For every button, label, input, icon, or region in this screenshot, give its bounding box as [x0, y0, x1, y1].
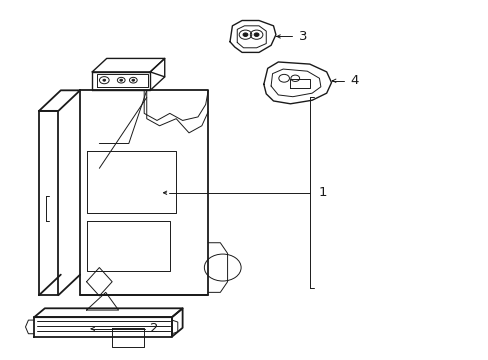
Text: 1: 1: [318, 186, 326, 199]
Circle shape: [243, 33, 247, 36]
Text: 4: 4: [350, 74, 359, 87]
Circle shape: [254, 33, 259, 36]
Text: 2: 2: [150, 322, 159, 336]
Text: 3: 3: [298, 30, 306, 43]
Circle shape: [120, 79, 122, 81]
Circle shape: [102, 79, 105, 81]
Circle shape: [132, 79, 135, 81]
